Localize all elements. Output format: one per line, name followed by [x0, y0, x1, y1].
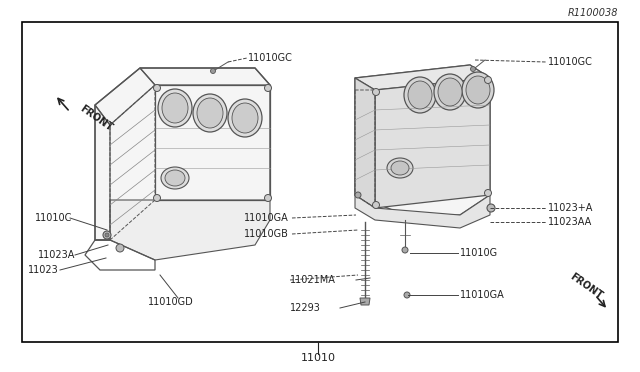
Text: FRONT: FRONT	[78, 103, 115, 133]
Circle shape	[484, 77, 492, 83]
Text: 11023AA: 11023AA	[548, 217, 592, 227]
Ellipse shape	[387, 158, 413, 178]
Polygon shape	[110, 200, 270, 260]
Ellipse shape	[391, 161, 409, 175]
Circle shape	[404, 292, 410, 298]
Ellipse shape	[466, 76, 490, 104]
Polygon shape	[355, 195, 490, 228]
Circle shape	[103, 231, 111, 239]
Circle shape	[372, 89, 380, 96]
Text: 11010GA: 11010GA	[460, 290, 505, 300]
Text: R1100038: R1100038	[568, 8, 618, 18]
Ellipse shape	[438, 78, 462, 106]
Text: 11010: 11010	[301, 353, 335, 363]
Circle shape	[372, 202, 380, 208]
Text: 11010G: 11010G	[460, 248, 498, 258]
Circle shape	[154, 84, 161, 92]
Ellipse shape	[404, 77, 436, 113]
Ellipse shape	[193, 94, 227, 132]
Ellipse shape	[161, 167, 189, 189]
Circle shape	[116, 244, 124, 252]
Polygon shape	[375, 78, 490, 208]
Text: 11023+A: 11023+A	[548, 203, 593, 213]
Ellipse shape	[462, 72, 494, 108]
Bar	[22, 22, 618, 342]
Text: 11010C: 11010C	[35, 213, 72, 223]
Text: 12293: 12293	[290, 303, 321, 313]
Text: 11023A: 11023A	[38, 250, 76, 260]
Ellipse shape	[165, 170, 185, 186]
Polygon shape	[355, 78, 375, 208]
Polygon shape	[95, 68, 270, 240]
Circle shape	[484, 189, 492, 196]
Text: 11010GC: 11010GC	[248, 53, 293, 63]
Text: 11021MA: 11021MA	[290, 275, 336, 285]
Text: 11010GD: 11010GD	[148, 297, 194, 307]
Circle shape	[264, 195, 271, 202]
Circle shape	[487, 204, 495, 212]
Circle shape	[154, 195, 161, 202]
Circle shape	[470, 67, 476, 71]
Ellipse shape	[228, 99, 262, 137]
Polygon shape	[360, 298, 370, 305]
Ellipse shape	[408, 81, 432, 109]
Text: 11023: 11023	[28, 265, 59, 275]
Polygon shape	[355, 65, 490, 90]
Ellipse shape	[232, 103, 258, 133]
Ellipse shape	[158, 89, 192, 127]
Ellipse shape	[162, 93, 188, 123]
Circle shape	[211, 68, 216, 74]
Circle shape	[264, 84, 271, 92]
Circle shape	[402, 247, 408, 253]
Text: FRONT: FRONT	[568, 271, 604, 301]
Text: 11010GC: 11010GC	[548, 57, 593, 67]
Text: 11010GB: 11010GB	[244, 229, 289, 239]
Polygon shape	[355, 65, 490, 215]
Circle shape	[105, 233, 109, 237]
Ellipse shape	[197, 98, 223, 128]
Ellipse shape	[434, 74, 466, 110]
Text: 11010GA: 11010GA	[244, 213, 289, 223]
Circle shape	[355, 192, 361, 198]
